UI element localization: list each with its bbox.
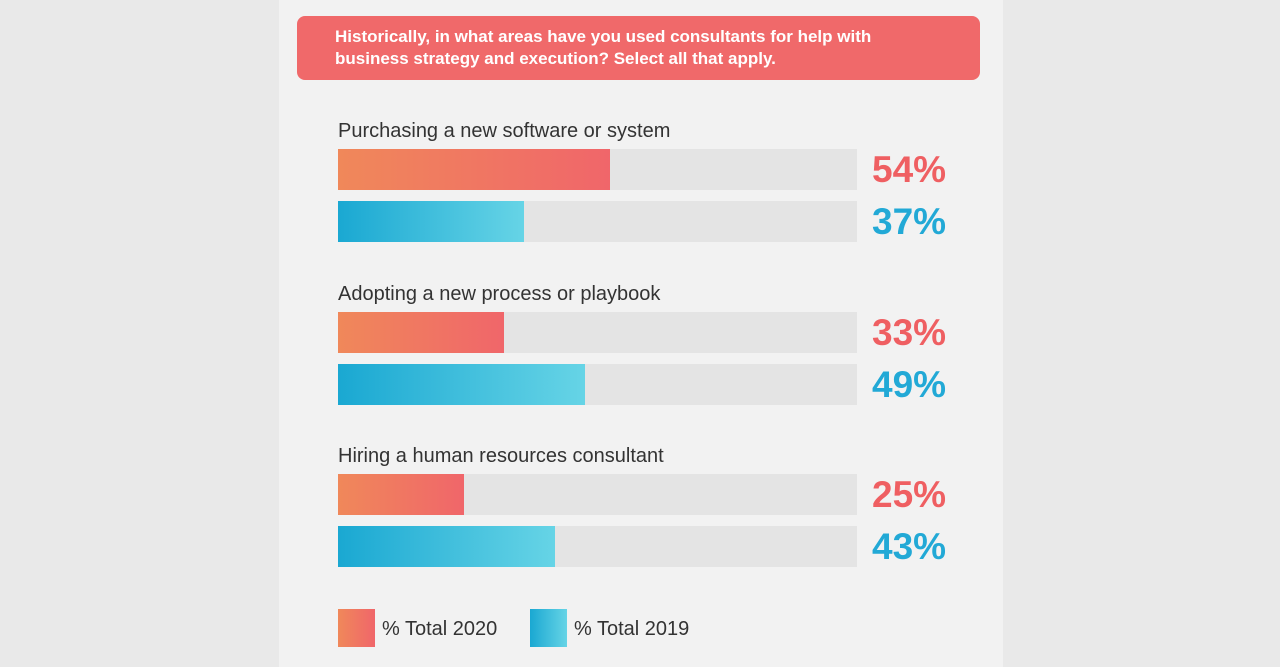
bar-track [338, 364, 857, 405]
bar-track [338, 312, 857, 353]
bar-s2020 [338, 474, 464, 515]
data-label: 25% [872, 474, 947, 515]
bar-s2020 [338, 312, 504, 353]
legend-label-2020: % Total 2020 [382, 618, 498, 640]
bar-track [338, 149, 857, 190]
legend-swatch-2019 [530, 609, 567, 647]
data-label: 37% [872, 201, 947, 242]
data-label: 49% [872, 364, 947, 405]
category-label: Purchasing a new software or system [338, 120, 671, 142]
bar-track [338, 201, 857, 242]
bar-track [338, 474, 857, 515]
legend-swatch-2020 [338, 609, 375, 647]
data-label: 54% [872, 149, 947, 190]
chart-title: Historically, in what areas have you use… [297, 16, 980, 80]
bar-track [338, 526, 857, 567]
category-label: Adopting a new process or playbook [338, 283, 661, 305]
legend-label-2019: % Total 2019 [574, 618, 690, 640]
bar-s2019 [338, 526, 555, 567]
bar-s2019 [338, 364, 585, 405]
bar-s2019 [338, 201, 524, 242]
data-label: 33% [872, 312, 947, 353]
bar-s2020 [338, 149, 610, 190]
category-label: Hiring a human resources consultant [338, 445, 664, 467]
data-label: 43% [872, 526, 947, 567]
